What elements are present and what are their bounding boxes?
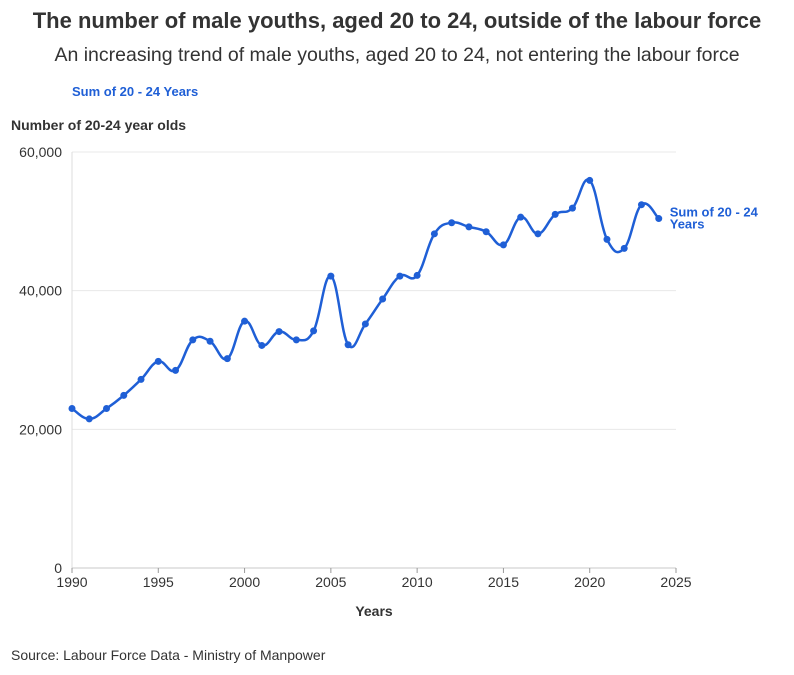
data-point <box>206 337 214 345</box>
x-tick-label: 1990 <box>56 574 87 590</box>
data-point <box>448 219 456 227</box>
x-tick-label: 2005 <box>315 574 346 590</box>
data-point <box>223 355 231 363</box>
data-point <box>172 366 180 374</box>
series-line <box>71 178 660 421</box>
data-point <box>379 295 387 303</box>
data-point <box>68 405 76 413</box>
data-point <box>534 230 542 238</box>
data-point <box>586 176 594 184</box>
x-axis-ticks: 1990 1995 2000 2005 2010 2015 2020 2025 <box>56 568 692 590</box>
data-point <box>603 235 611 243</box>
data-point <box>655 215 663 223</box>
axes <box>71 152 676 569</box>
data-point <box>344 341 352 349</box>
y-tick-label: 20,000 <box>19 421 62 437</box>
data-point <box>275 328 283 336</box>
data-point <box>568 204 576 212</box>
source-note: Source: Labour Force Data - Ministry of … <box>11 647 326 663</box>
data-point <box>465 223 473 231</box>
data-point <box>189 336 197 344</box>
y-axis-title: Number of 20-24 year olds <box>11 117 187 133</box>
y-tick-label: 40,000 <box>19 283 62 299</box>
y-tick-label: 0 <box>54 560 62 576</box>
data-point <box>361 320 369 328</box>
x-axis-title: Years <box>355 603 393 619</box>
data-point <box>120 391 128 399</box>
chart-title: The number of male youths, aged 20 to 24… <box>32 8 762 33</box>
data-point <box>154 357 162 365</box>
y-tick-label: 60,000 <box>19 144 62 160</box>
y-axis-ticks: 0 20,000 40,000 60,000 <box>19 144 62 576</box>
data-point <box>517 213 525 221</box>
line-chart: 0 20,000 40,000 60,000 1990 1995 2000 2005 2010… <box>19 144 759 619</box>
x-tick-label: 2020 <box>574 574 605 590</box>
data-point <box>137 375 145 383</box>
x-tick-label: 2025 <box>660 574 691 590</box>
legend-entry: Sum of 20 - 24 Years <box>72 84 199 99</box>
x-tick-label: 1995 <box>143 574 174 590</box>
series-group: Sum of 20 - 24 Years <box>68 176 759 423</box>
grid-lines <box>72 151 676 430</box>
data-point <box>430 230 438 238</box>
data-point <box>327 272 335 280</box>
series-end-label: Sum of 20 - 24 Years <box>670 205 759 232</box>
data-point <box>241 317 249 325</box>
data-point <box>499 241 507 249</box>
data-point <box>103 405 111 413</box>
data-point <box>637 201 645 209</box>
data-point <box>620 244 628 252</box>
data-point <box>396 272 404 280</box>
x-tick-label: 2010 <box>402 574 433 590</box>
data-point <box>551 210 559 218</box>
data-point <box>310 327 318 335</box>
data-point <box>292 336 300 344</box>
x-tick-label: 2015 <box>488 574 519 590</box>
chart-subtitle: An increasing trend of male youths, aged… <box>54 44 740 66</box>
data-point <box>258 341 266 349</box>
x-tick-label: 2000 <box>229 574 260 590</box>
data-point <box>85 415 93 423</box>
data-point <box>482 228 490 236</box>
data-point <box>413 271 421 279</box>
